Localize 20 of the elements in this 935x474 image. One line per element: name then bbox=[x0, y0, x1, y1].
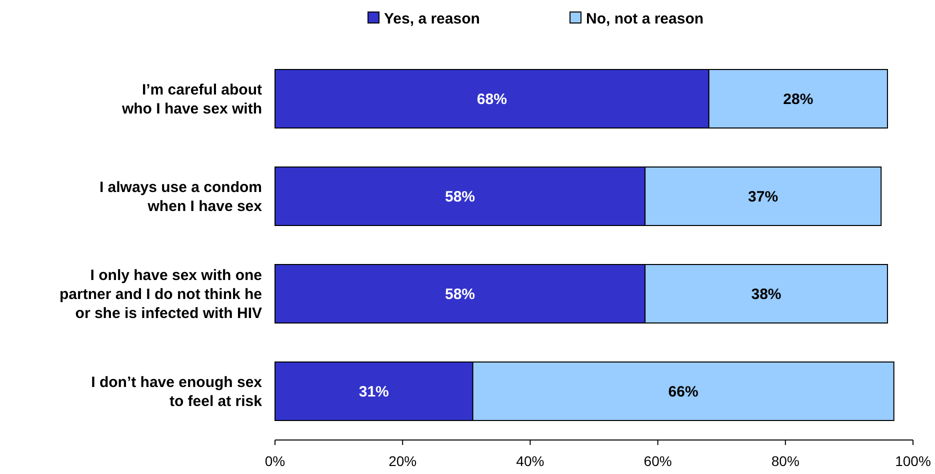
data-label: 28% bbox=[783, 91, 814, 108]
data-label: 66% bbox=[668, 384, 698, 400]
y-tick-label: I don’t have enough sex to feel at risk bbox=[91, 374, 263, 410]
y-tick-label: I only have sex with one partner and I do not think he or she is infected with HIV bbox=[60, 267, 262, 322]
data-label: 37% bbox=[748, 188, 778, 206]
data-label: 68% bbox=[476, 91, 507, 108]
legend-label: Yes, a reason bbox=[384, 10, 480, 28]
legend-label: No, not a reason bbox=[586, 10, 704, 28]
x-tick-label: 60% bbox=[644, 453, 672, 469]
data-label: 58% bbox=[445, 188, 476, 206]
data-label: 58% bbox=[445, 286, 476, 303]
y-tick-label: I always use a condom when I have sex bbox=[99, 179, 263, 215]
y-tick-label: I’m careful about who I have sex with bbox=[120, 82, 262, 118]
x-tick-label: 0% bbox=[264, 453, 286, 469]
x-tick-label: 20% bbox=[388, 453, 417, 469]
x-tick-label: 40% bbox=[516, 453, 544, 469]
data-label: 31% bbox=[358, 384, 389, 400]
x-tick-label: 100% bbox=[895, 453, 931, 469]
x-tick-label: 80% bbox=[771, 453, 800, 469]
data-label: 38% bbox=[751, 286, 782, 303]
